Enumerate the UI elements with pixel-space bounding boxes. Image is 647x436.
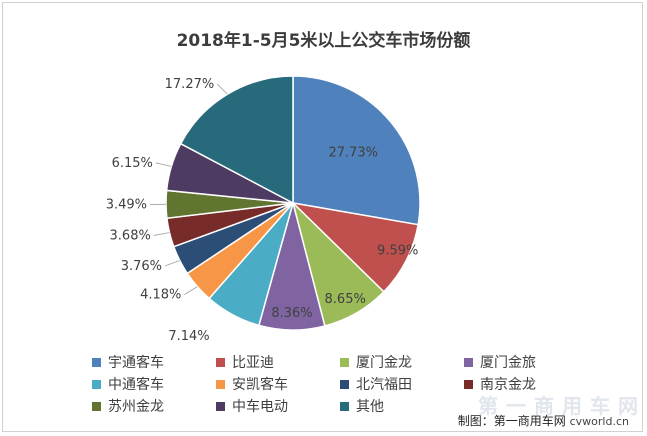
slice-label-1: 9.59% [377,243,418,258]
slice-label-4: 7.14% [168,329,209,344]
slice-label-7: 3.68% [110,228,151,243]
legend-item-9: 中车电动 [216,396,340,416]
chart-title: 2018年1-5月5米以上公交车市场份额 [176,31,471,51]
legend-label-4: 中通客车 [108,377,164,393]
legend-item-4: 中通客车 [92,374,216,394]
slice-label-0: 27.73% [328,145,378,160]
slice-label-10: 17.27% [165,77,215,92]
legend-swatch-4 [92,379,101,389]
legend-item-6: 北汽福田 [340,374,464,394]
legend-item-5: 安凯客车 [216,374,340,394]
legend-item-7: 南京金龙 [464,374,588,394]
slice-label-2: 8.65% [325,292,366,307]
legend-item-3: 厦门金旅 [464,352,588,372]
pie-slice-0 [292,75,421,226]
legend-label-10: 其他 [356,399,384,415]
slice-label-8: 3.49% [106,197,147,212]
legend-label-2: 厦门金龙 [356,355,412,371]
legend-swatch-0 [92,357,101,367]
legend-swatch-3 [464,357,473,367]
legend-item-2: 厦门金龙 [340,352,464,372]
legend-swatch-5 [216,379,225,389]
slice-label-3: 8.36% [271,306,312,321]
chart-credit: 制图：第一商用车网 cvworld.cn [458,412,629,429]
legend-swatch-6 [340,379,349,389]
legend-swatch-1 [216,357,225,367]
legend-swatch-7 [464,379,473,389]
legend-label-1: 比亚迪 [232,355,274,371]
leader-line-9 [155,162,172,167]
legend-label-8: 苏州金龙 [108,399,164,415]
leader-line-6 [164,260,180,267]
legend-swatch-2 [340,357,349,367]
slice-label-5: 4.18% [140,288,181,303]
credit-domain: cvworld.cn [569,415,629,428]
legend-label-7: 南京金龙 [480,377,536,393]
leader-line-5 [184,286,198,295]
legend-swatch-10 [340,401,349,411]
legend-item-8: 苏州金龙 [92,396,216,416]
pie-slice-10 [179,75,294,205]
legend-swatch-9 [216,401,225,411]
legend-label-0: 宇通客车 [108,355,164,371]
slice-label-6: 3.76% [121,259,162,274]
credit-text: 制图：第一商用车网 [457,414,566,428]
legend-label-3: 厦门金旅 [480,355,536,371]
leader-line-7 [153,232,170,236]
legend-swatch-8 [92,401,101,411]
chart-frame [2,2,643,432]
legend-item-1: 比亚迪 [216,352,340,372]
pie-slice-1 [290,201,420,293]
chart-legend: 宇通客车 比亚迪 厦门金龙 厦门金旅中通客车 安凯客车 北汽福田 南京金龙苏州金龙 中车电动 其… [92,352,612,416]
legend-label-5: 安凯客车 [232,377,288,393]
leader-line-10 [216,83,228,95]
legend-label-9: 中车电动 [232,399,288,415]
legend-label-6: 北汽福田 [356,377,412,393]
legend-item-0: 宇通客车 [92,352,216,372]
legend-item-10: 其他 [340,396,464,416]
slice-label-9: 6.15% [112,156,153,171]
